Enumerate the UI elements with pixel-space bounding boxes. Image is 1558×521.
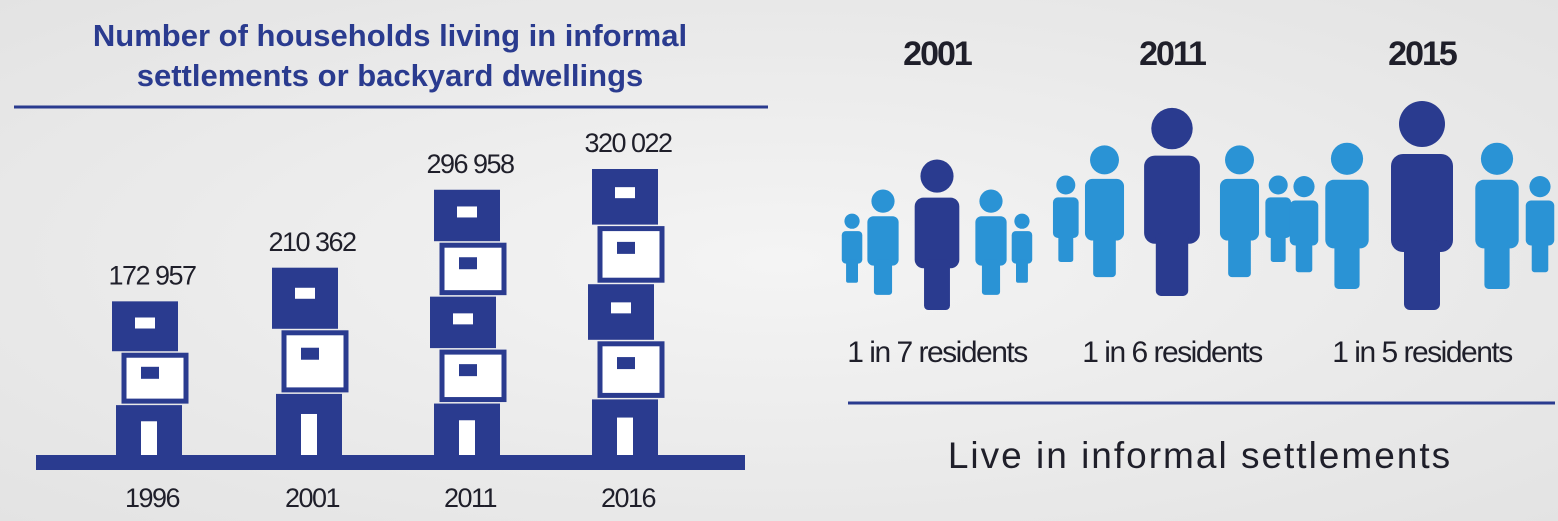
box-window bbox=[611, 302, 631, 313]
chart-title: Number of households living in informal bbox=[93, 18, 687, 53]
box bbox=[284, 333, 346, 390]
residents-label: 1 in 7 residents bbox=[847, 336, 1027, 369]
bar bbox=[588, 169, 662, 455]
infographic: Number of households living in informal … bbox=[0, 0, 1558, 521]
baseline bbox=[36, 455, 745, 470]
x-tick-label: 2011 bbox=[444, 483, 497, 513]
x-tick-label: 1996 bbox=[125, 483, 180, 513]
bar bbox=[272, 268, 346, 455]
box bbox=[600, 344, 662, 396]
box-window bbox=[459, 364, 477, 376]
year: 2001 bbox=[903, 35, 972, 73]
value-label: 172 957 bbox=[108, 260, 196, 290]
bar bbox=[430, 190, 504, 455]
value-label: 210 362 bbox=[268, 227, 356, 257]
bar bbox=[112, 301, 186, 455]
value-label: 320 022 bbox=[584, 128, 672, 158]
box-window bbox=[617, 242, 635, 254]
box-window bbox=[617, 357, 635, 369]
residents-label: 1 in 5 residents bbox=[1332, 336, 1512, 369]
box-door bbox=[301, 414, 317, 455]
box-door bbox=[617, 418, 633, 455]
box-window bbox=[301, 348, 319, 360]
box-window bbox=[141, 367, 159, 379]
residents-label: 1 in 6 residents bbox=[1082, 336, 1262, 369]
caption: Live in informal settlements bbox=[948, 435, 1452, 476]
box-window bbox=[457, 206, 477, 217]
box-window bbox=[135, 318, 155, 329]
box-window bbox=[295, 288, 315, 299]
chart-title: settlements or backyard dwellings bbox=[137, 58, 644, 93]
box-window bbox=[615, 187, 635, 198]
value-label: 296 958 bbox=[426, 149, 514, 179]
box-door bbox=[459, 420, 475, 455]
x-tick-label: 2016 bbox=[601, 483, 656, 513]
year: 2015 bbox=[1388, 35, 1457, 73]
x-tick-label: 2001 bbox=[285, 483, 340, 513]
box-window bbox=[459, 257, 477, 269]
box bbox=[600, 229, 662, 281]
box-door bbox=[141, 421, 157, 455]
box-window bbox=[453, 313, 473, 324]
year: 2011 bbox=[1139, 35, 1206, 73]
